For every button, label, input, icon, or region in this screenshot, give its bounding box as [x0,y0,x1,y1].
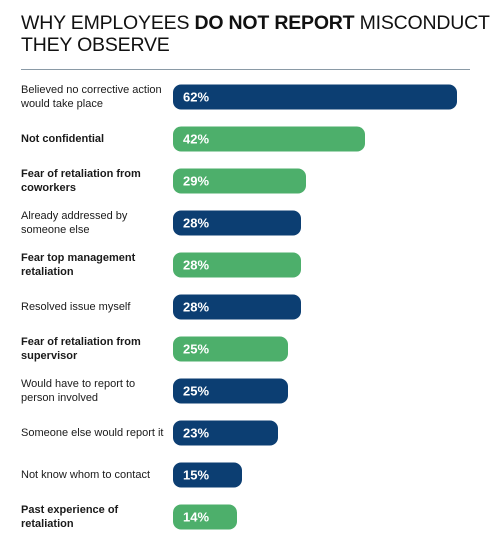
title-emphasis: DO NOT REPORT [194,12,355,34]
category-label: Someone else would report it [21,427,164,439]
bar: 42% [173,126,366,152]
value-label: 14% [183,509,210,525]
category-label: Fear top management retaliation [21,252,136,278]
bar: 62% [173,84,457,110]
bar: 14% [173,504,238,530]
category-label: Past experience of retaliation [21,504,119,530]
chart-title: WHY EMPLOYEES DO NOT REPORT MISCONDUCT T… [21,12,491,56]
value-label: 29% [183,173,210,189]
category-label: Not confidential [21,133,105,145]
value-label: 42% [183,131,210,147]
category-label: Already addressed by someone else [21,210,128,236]
value-label: 62% [183,89,210,105]
category-label: Fear of retaliation from supervisor [21,336,141,362]
category-label: Believed no corrective action would take… [21,84,162,110]
title-part: THEY OBSERVE [21,34,170,56]
category-label: Fear of retaliation from coworkers [21,168,141,194]
value-label: 15% [183,467,210,483]
bar: 25% [173,378,288,404]
value-label: 28% [183,215,210,231]
value-label: 25% [183,383,210,399]
bar: 25% [173,336,288,362]
category-label: Resolved issue myself [21,301,131,313]
value-label: 28% [183,299,210,315]
bar: 15% [173,462,242,488]
bar: 28% [173,210,302,236]
value-label: 28% [183,257,210,273]
value-label: 23% [183,425,210,441]
title-part: WHY EMPLOYEES [21,12,190,34]
bar: 23% [173,420,279,446]
bar: 28% [173,294,302,320]
title-part: MISCONDUCT [359,12,490,34]
bar: 28% [173,252,302,278]
category-label: Would have to report to person involved [21,378,136,404]
bar: 29% [173,168,306,194]
value-label: 25% [183,341,210,357]
divider [21,69,470,70]
category-label: Not know whom to contact [21,469,151,481]
